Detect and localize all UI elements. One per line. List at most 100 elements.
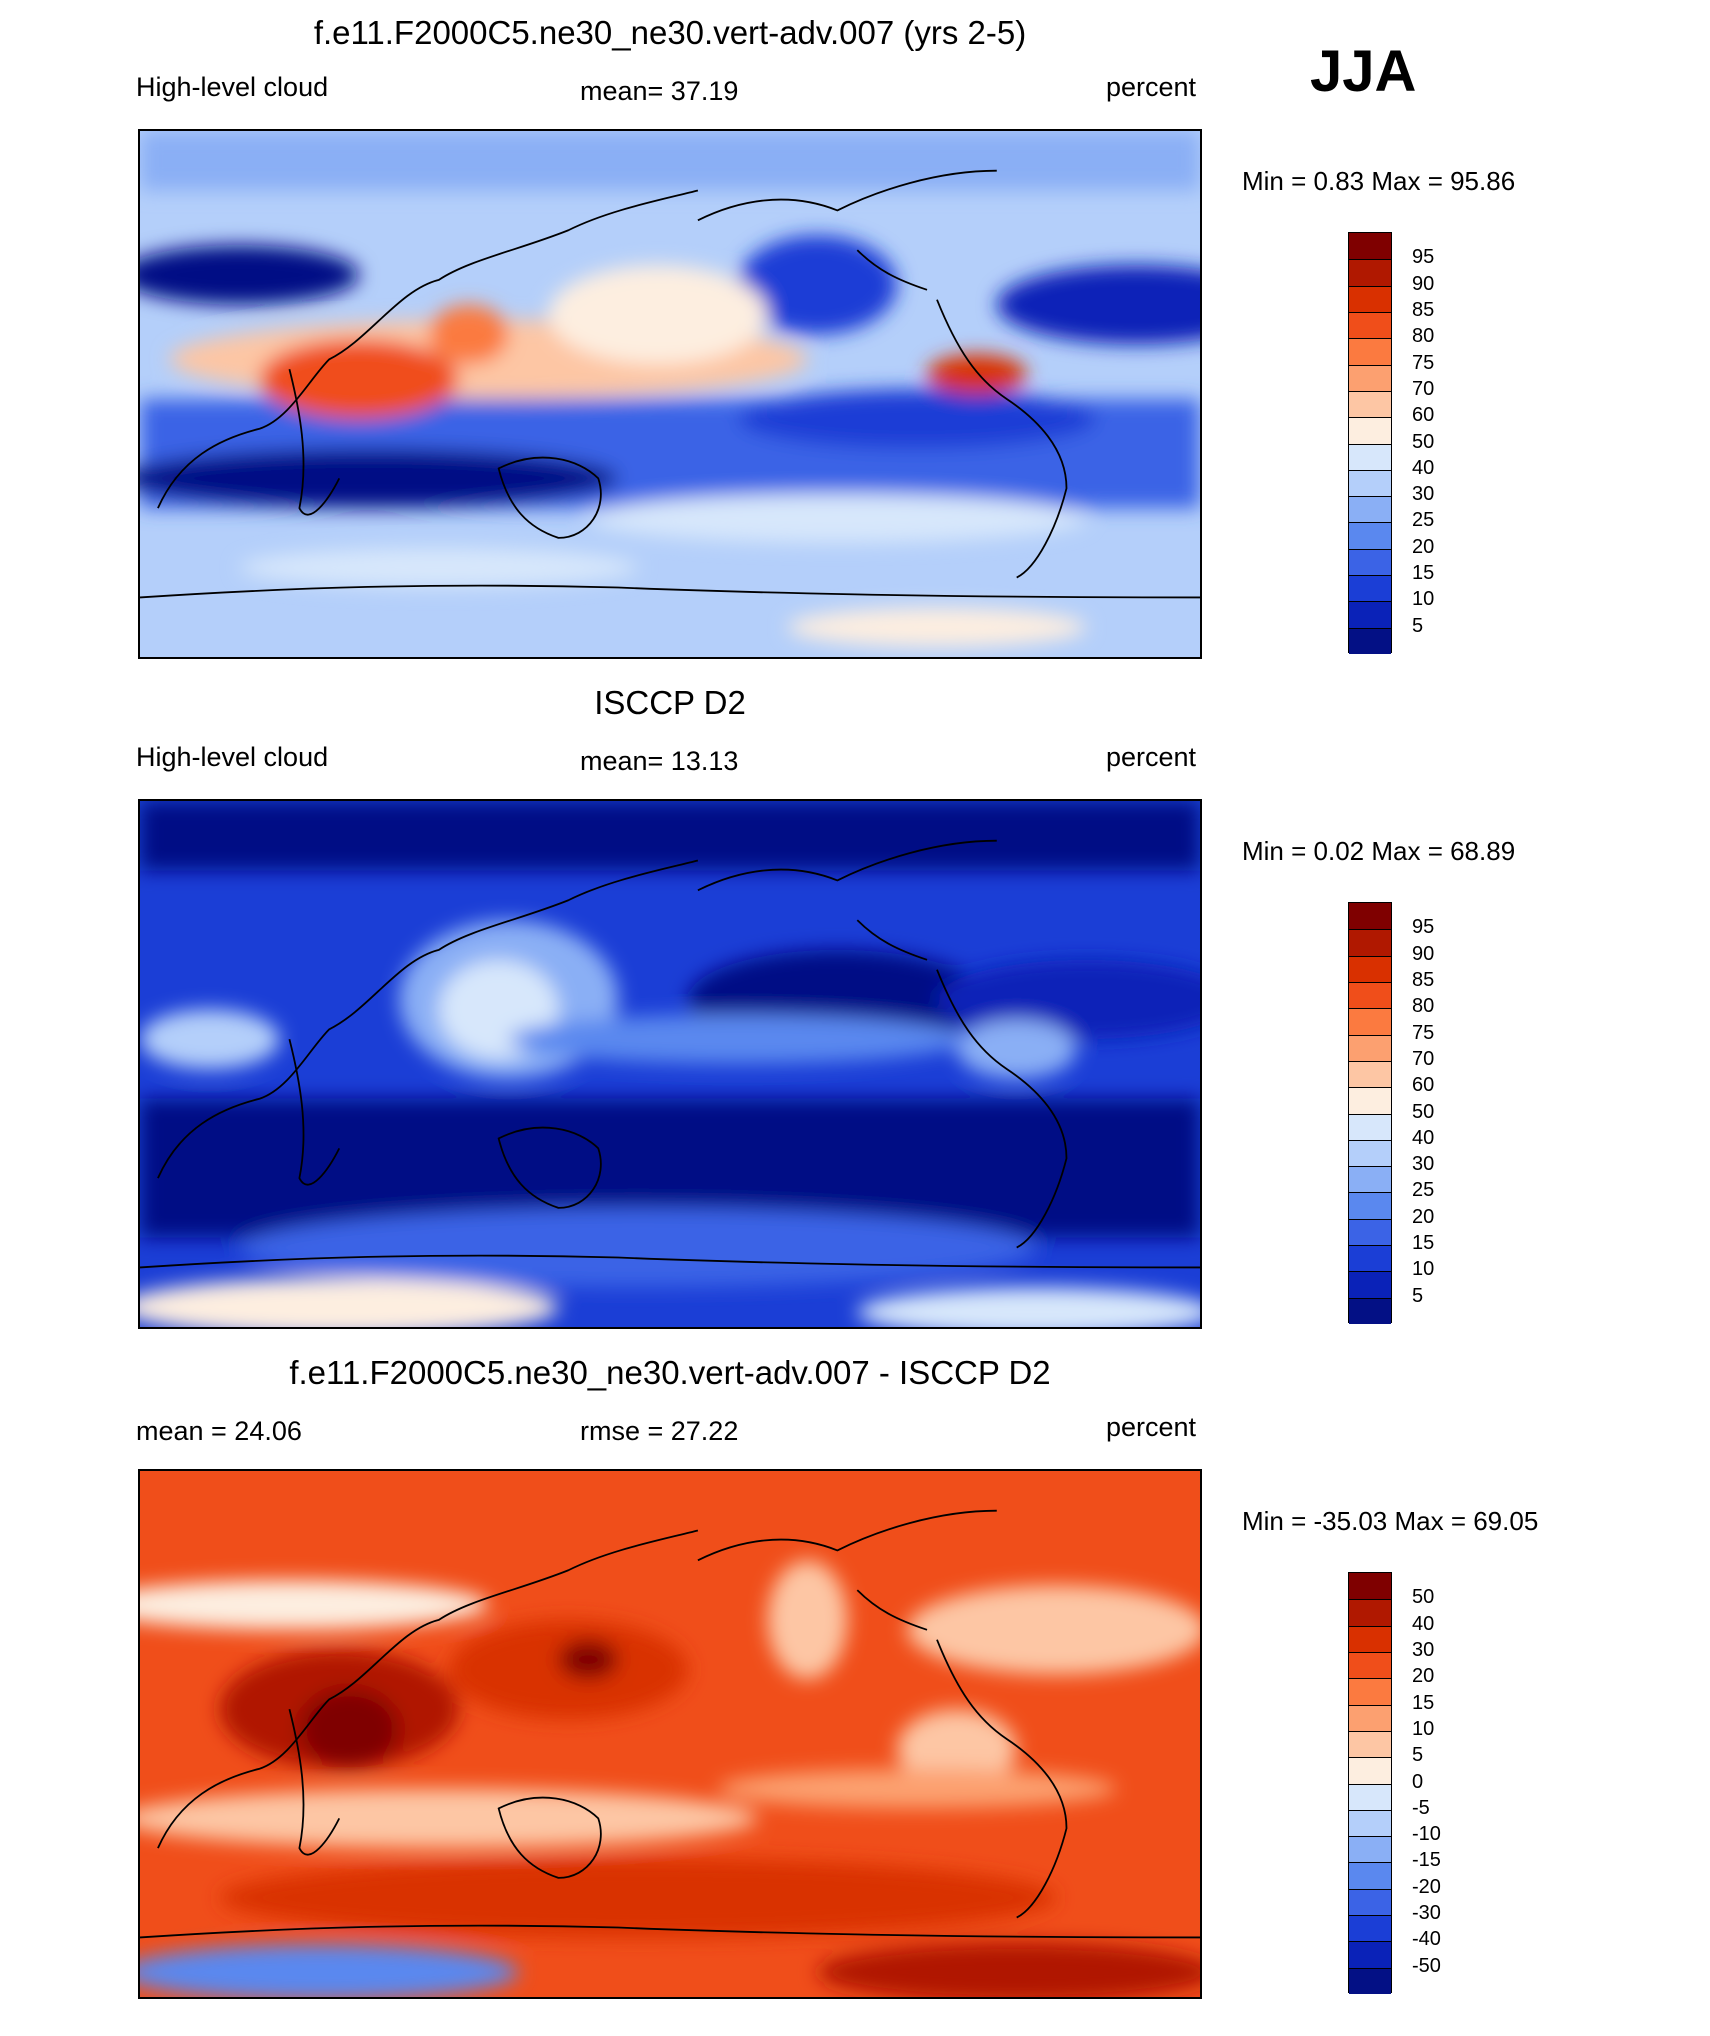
panel-model-mean: mean= 37.19 — [580, 76, 739, 106]
colorbar-tick-label: 0 — [1412, 1770, 1424, 1793]
colorbar-cell — [1349, 955, 1391, 982]
colorbar-cell — [1349, 522, 1391, 549]
colorbar-tick-label: 80 — [1412, 995, 1435, 1018]
colorbar-cell — [1349, 469, 1391, 497]
colorbar-tick-label: -40 — [1412, 1928, 1441, 1951]
colorbar-cell — [1349, 1757, 1391, 1784]
panel-diff-map — [138, 1469, 1202, 1999]
colorbar-tick-label: 15 — [1412, 1232, 1435, 1255]
panel-diff-colorbar — [1348, 1572, 1392, 1994]
colorbar-tick-label: 5 — [1412, 614, 1424, 637]
colorbar-cell — [1349, 1809, 1391, 1837]
panel-obs-map — [138, 799, 1202, 1329]
colorbar-tick-label: 20 — [1412, 1205, 1435, 1228]
colorbar-cell — [1349, 285, 1391, 312]
colorbar-tick-label: -20 — [1412, 1875, 1441, 1898]
panel-obs-mean: mean= 13.13 — [580, 746, 739, 776]
colorbar-tick-label: 15 — [1412, 1691, 1435, 1714]
colorbar-tick-label: 90 — [1412, 942, 1435, 965]
colorbar-cell — [1349, 390, 1391, 418]
panel-diff-rmse: rmse = 27.22 — [580, 1416, 739, 1446]
colorbar-cell — [1349, 1218, 1391, 1246]
colorbar-tick-label: 5 — [1412, 1744, 1424, 1767]
colorbar-cell — [1349, 417, 1391, 444]
colorbar-tick-label: 85 — [1412, 298, 1435, 321]
colorbar-tick-label: 80 — [1412, 325, 1435, 348]
colorbar-cell — [1349, 1783, 1391, 1810]
colorbar-tick-label: 30 — [1412, 1638, 1435, 1661]
panel-model-map — [138, 129, 1202, 659]
colorbar-tick-label: 30 — [1412, 483, 1435, 506]
colorbar-tick-label: 75 — [1412, 1021, 1435, 1044]
colorbar-tick-label: 70 — [1412, 377, 1435, 400]
panel-obs-colorbar — [1348, 902, 1392, 1324]
colorbar-cell — [1349, 1941, 1391, 1968]
colorbar-tick-label: 95 — [1412, 246, 1435, 269]
season-label: JJA — [1310, 39, 1417, 104]
colorbar-tick-label: 10 — [1412, 588, 1435, 611]
colorbar-cell — [1349, 1192, 1391, 1219]
colorbar-cell — [1349, 1139, 1391, 1167]
colorbar-tick-label: 50 — [1412, 1100, 1435, 1123]
panel-obs-left-label: High-level cloud — [136, 742, 329, 772]
colorbar-cell — [1349, 1087, 1391, 1114]
colorbar-tick-label: 10 — [1412, 1258, 1435, 1281]
colorbar-cell — [1349, 981, 1391, 1009]
colorbar-tick-label: 10 — [1412, 1717, 1435, 1740]
colorbar-cell — [1349, 1599, 1391, 1626]
colorbar-tick-label: -15 — [1412, 1849, 1441, 1872]
panel-diff-minmax: Min = -35.03 Max = 69.05 — [1242, 1506, 1539, 1536]
colorbar-cell — [1349, 601, 1391, 628]
colorbar-cell — [1349, 1166, 1391, 1193]
colorbar-cell — [1349, 496, 1391, 523]
colorbar-cell — [1349, 575, 1391, 602]
colorbar-cell — [1349, 1967, 1391, 1994]
colorbar-cell — [1349, 233, 1391, 260]
colorbar-cell — [1349, 311, 1391, 339]
colorbar-cell — [1349, 1271, 1391, 1298]
colorbar-cell — [1349, 1915, 1391, 1942]
colorbar-tick-label: 60 — [1412, 1074, 1435, 1097]
colorbar-tick-label: 25 — [1412, 509, 1435, 532]
panel-model-colorbar — [1348, 232, 1392, 654]
colorbar-tick-label: 90 — [1412, 272, 1435, 295]
panel-obs-units: percent — [1106, 742, 1197, 772]
colorbar-tick-label: 50 — [1412, 1586, 1435, 1609]
panel-obs-title: ISCCP D2 — [594, 684, 746, 721]
colorbar-cell — [1349, 1245, 1391, 1272]
colorbar-tick-label: -50 — [1412, 1954, 1441, 1977]
panel-model-title: f.e11.F2000C5.ne30_ne30.vert-adv.007 (yr… — [313, 14, 1027, 51]
panel-diff-title: f.e11.F2000C5.ne30_ne30.vert-adv.007 - I… — [289, 1354, 1051, 1391]
colorbar-cell — [1349, 1297, 1391, 1324]
colorbar-tick-label: 20 — [1412, 1665, 1435, 1688]
colorbar-cell — [1349, 903, 1391, 930]
colorbar-tick-label: 25 — [1412, 1179, 1435, 1202]
colorbar-tick-label: 75 — [1412, 351, 1435, 374]
colorbar-cell — [1349, 1651, 1391, 1679]
colorbar-cell — [1349, 1008, 1391, 1035]
colorbar-cell — [1349, 1836, 1391, 1863]
colorbar-tick-label: -10 — [1412, 1823, 1441, 1846]
colorbar-cell — [1349, 627, 1391, 654]
colorbar-tick-label: -5 — [1412, 1796, 1430, 1819]
colorbar-tick-label: 40 — [1412, 1126, 1435, 1149]
panel-obs-minmax: Min = 0.02 Max = 68.89 — [1242, 836, 1516, 866]
colorbar-tick-label: 5 — [1412, 1284, 1424, 1307]
colorbar-cell — [1349, 443, 1391, 470]
colorbar-tick-label: 15 — [1412, 562, 1435, 585]
colorbar-cell — [1349, 929, 1391, 956]
colorbar-tick-label: 50 — [1412, 430, 1435, 453]
colorbar-cell — [1349, 1888, 1391, 1916]
panel-diff-mean: mean = 24.06 — [136, 1416, 302, 1446]
colorbar-tick-label: -30 — [1412, 1902, 1441, 1925]
colorbar-tick-label: 20 — [1412, 535, 1435, 558]
colorbar-cell — [1349, 1862, 1391, 1889]
colorbar-cell — [1349, 1704, 1391, 1731]
colorbar-cell — [1349, 548, 1391, 576]
colorbar-tick-label: 70 — [1412, 1047, 1435, 1070]
colorbar-cell — [1349, 338, 1391, 365]
colorbar-cell — [1349, 1113, 1391, 1140]
colorbar-cell — [1349, 1034, 1391, 1061]
colorbar-tick-label: 30 — [1412, 1153, 1435, 1176]
colorbar-tick-label: 40 — [1412, 456, 1435, 479]
